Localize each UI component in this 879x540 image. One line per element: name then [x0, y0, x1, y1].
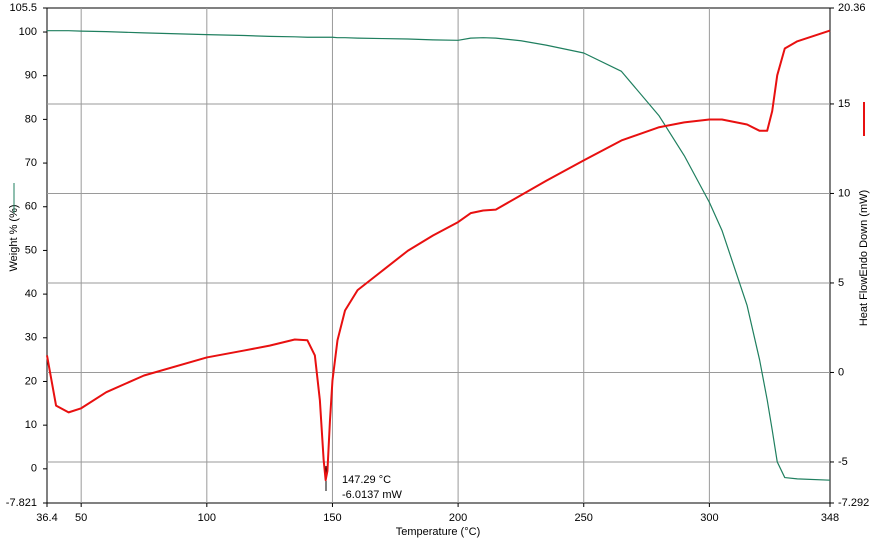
y-tick-label: 80 — [25, 113, 37, 125]
y2-tick-label: 10 — [838, 187, 850, 199]
y2-tick-label: 15 — [838, 98, 850, 110]
y-tick-label: 60 — [25, 201, 37, 213]
series-line — [47, 30, 831, 481]
y-tick-label: 40 — [25, 288, 37, 300]
x-tick-label: 150 — [323, 512, 341, 524]
y-tick-label: 90 — [25, 70, 37, 82]
y-tick-label: 0 — [31, 463, 37, 475]
y2-tick-label: 5 — [838, 277, 844, 289]
y-tick-label: 70 — [25, 157, 37, 169]
y2-tick-label: -7.292 — [838, 497, 869, 509]
y2-tick-label: 0 — [838, 366, 844, 378]
annotation: -6.0137 mW — [342, 489, 403, 501]
y-tick-label: -7.821 — [6, 497, 37, 509]
y-tick-label: 105.5 — [9, 2, 37, 14]
x-tick-label: 50 — [75, 512, 87, 524]
y2-tick-label: 20.36 — [838, 2, 866, 14]
x-axis-label: Temperature (°C) — [396, 526, 480, 538]
series-line — [46, 29, 831, 482]
y-tick-label: 30 — [25, 332, 37, 344]
y-axis-label: Weight % (%) — [8, 204, 20, 271]
annotation: 147.29 °C — [342, 474, 391, 486]
y-tick-label: 100 — [19, 26, 37, 38]
y-tick-label: 20 — [25, 375, 37, 387]
x-tick-label: 36.4 — [36, 512, 57, 524]
y2-tick-label: -5 — [838, 456, 848, 468]
plot-frame — [46, 7, 831, 504]
x-tick-label: 200 — [449, 512, 467, 524]
y2-axis-label: Heat FlowEndo Down (mW) — [858, 190, 870, 326]
x-tick-label: 348 — [821, 512, 839, 524]
y-tick-label: 10 — [25, 419, 37, 431]
y-tick-label: 50 — [25, 244, 37, 256]
x-tick-label: 300 — [700, 512, 718, 524]
x-tick-label: 250 — [575, 512, 593, 524]
x-tick-label: 100 — [198, 512, 216, 524]
